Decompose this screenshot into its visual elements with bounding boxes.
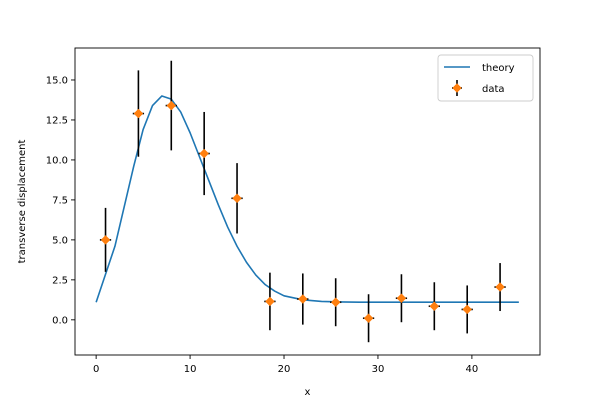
legend-data-label: data [482,84,505,95]
data-point [297,294,308,304]
y-tick-label: 5.0 [52,235,68,246]
y-tick-label: 15.0 [46,75,68,86]
axes: 0 10 20 30 40 0.0 2.5 5.0 7.5 10.0 12.5 15.0 [46,47,541,375]
data-point [232,193,242,204]
x-tick-label: 40 [466,364,479,375]
legend-data-marker [452,83,462,93]
data-point [199,148,210,159]
data-point [363,313,374,324]
axes-frame [74,47,541,356]
plot-content [95,60,519,343]
data-point [462,304,473,315]
x-tick-label: 30 [372,364,385,375]
y-tick-label: 10.0 [46,155,68,166]
y-tick-label: 7.5 [52,195,68,206]
data-point [396,293,407,304]
x-axis-label: x [305,387,311,398]
data-point [429,301,440,312]
y-tick-label: 0.0 [52,315,68,326]
data-point [166,100,177,111]
data-point [495,282,505,292]
y-axis-label: transverse displacement [17,140,28,264]
legend-theory-label: theory [482,63,515,74]
x-tick-label: 10 [184,364,197,375]
x-tick-label: 20 [278,364,291,375]
data-point [100,235,111,245]
y-tick-label: 2.5 [52,275,68,286]
data-point [133,108,144,119]
x-tick-label: 0 [93,364,99,375]
plot-area [95,60,519,343]
y-tick-label: 12.5 [46,115,68,126]
data-point [265,296,275,307]
legend: theory data [437,54,534,102]
data-point [330,297,341,308]
theory-curve [95,95,519,304]
